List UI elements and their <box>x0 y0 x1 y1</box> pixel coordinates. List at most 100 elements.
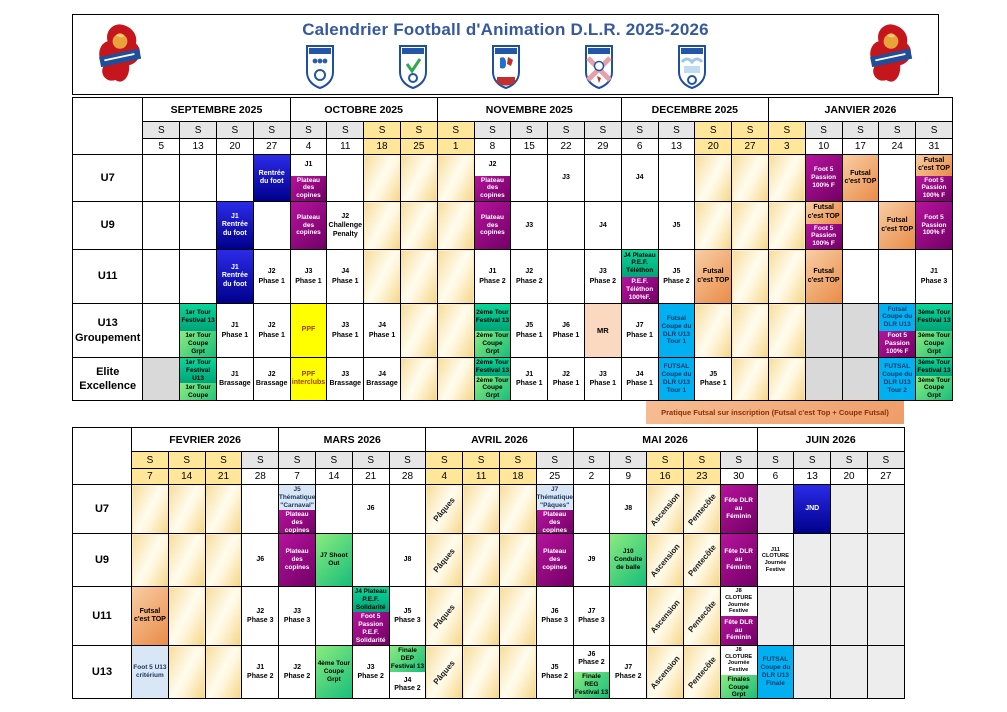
event-label: Futsal c'est TOP <box>879 202 915 249</box>
event-label: J6 Phase 2 <box>574 646 609 672</box>
calendar-cell <box>756 586 795 646</box>
event-label: FUTSAL Coupe du DLR U13 Finale <box>758 646 793 698</box>
event-label: J8 CLOTURE Journée Festive <box>721 646 757 675</box>
weekday-cell: S <box>399 121 438 139</box>
calendar-cell: J6 Phase 3 <box>535 586 574 646</box>
calendar-cell <box>498 586 537 646</box>
calendar-cell: J7 Phase 3 <box>572 586 611 646</box>
date-cell: 2 <box>572 468 611 485</box>
event-label: FUTSAL Coupe du DLR U13 Tour 2 <box>879 358 915 400</box>
event-label: Foot 5 Passion 100% F <box>916 175 952 201</box>
calendar-cell <box>731 357 769 401</box>
calendar-cell: Pâques <box>425 645 464 699</box>
event-label: J2 <box>475 155 510 176</box>
calendar-cell <box>830 586 868 646</box>
date-cell: 9 <box>609 468 648 485</box>
calendar-cell <box>167 533 206 587</box>
calendar-cell: Futsal c'est TOP Foot 5 Passion 100% F <box>915 154 953 202</box>
row-label-u9: U9 <box>72 533 132 587</box>
calendar-cell <box>462 586 500 646</box>
calendar-cell <box>841 303 880 358</box>
calendar-cell <box>436 201 475 250</box>
table-corner <box>72 427 132 485</box>
calendar-cell <box>388 484 427 534</box>
district-crest-logo <box>99 24 142 82</box>
calendar-cell: Ascension <box>646 586 684 646</box>
holiday-label: Pentecôte <box>686 654 718 690</box>
date-cell: 4 <box>425 468 464 485</box>
calendar-cell <box>866 484 905 534</box>
event-label: Plateau des copines <box>537 534 573 586</box>
date-cell: 8 <box>473 138 512 155</box>
date-cell: 13 <box>179 138 217 155</box>
date-cell: 10 <box>804 138 843 155</box>
calendar-cell <box>731 154 769 202</box>
calendar-cell <box>583 154 622 202</box>
calendar-cell <box>609 586 648 646</box>
calendar-cell <box>866 586 905 646</box>
weekday-cell: S <box>866 451 905 469</box>
calendar-cell <box>841 201 880 250</box>
event-label: J4 Plateau P.E.F. Téléthon <box>622 250 658 277</box>
event-label: PPF <box>291 304 326 357</box>
event-label: Plateau des copines <box>291 202 326 249</box>
calendar-cell: J1 Phase 3 <box>915 249 953 304</box>
holiday-label: Ascension <box>648 541 682 579</box>
calendar-cell: J1 Brassage <box>215 357 254 401</box>
calendar-cell: J7 Shoot Out <box>314 533 353 587</box>
calendar-cell <box>204 533 243 587</box>
calendar-cell: J6 <box>241 533 280 587</box>
calendar-table-wrapper-second-half: FEVRIER 2026 MARS 2026 AVRIL 2026 MAI 2026 J… <box>72 427 905 699</box>
row-label-u7: U7 <box>72 484 132 534</box>
date-cell: 30 <box>719 468 758 485</box>
weekday-cell: S <box>572 451 611 469</box>
calendar-cell: Fête DLR au Féminin <box>719 533 758 587</box>
calendar-cell <box>756 484 795 534</box>
calendar-cell <box>351 533 390 587</box>
calendar-cell <box>793 586 832 646</box>
calendar-cell <box>767 357 806 401</box>
weekday-cell: S <box>535 451 574 469</box>
calendar-cell: J3 <box>510 201 549 250</box>
weekday-cell: S <box>682 451 721 469</box>
event-label: Finale DEP Festival 13 <box>390 646 425 672</box>
calendar-cell <box>142 201 181 250</box>
calendar-cell: Ascension <box>646 484 684 534</box>
calendar-cell <box>841 357 880 401</box>
calendar-cell <box>793 533 832 587</box>
event-label: Foot 5 Passion 100% F <box>806 155 842 201</box>
calendar-cell: J2 Phase 3 <box>241 586 280 646</box>
calendar-cell: PPF <box>289 303 328 358</box>
event-label: MR <box>585 304 621 357</box>
calendar-cell: J4 <box>620 154 659 202</box>
event-label: J5 Thématique "Carnaval" <box>278 485 316 511</box>
holiday-label: Pâques <box>431 658 457 686</box>
calendar-cell: 3ème Tour Festival 13 3ème Tour Coupe Grp… <box>915 303 953 358</box>
event-label: 2ème Tour Festival 13 <box>475 304 510 331</box>
weekday-cell: S <box>767 121 806 139</box>
holiday-label: Pâques <box>431 546 457 574</box>
date-cell: 27 <box>252 138 291 155</box>
calendar-cell: Pentecôte <box>682 586 721 646</box>
calendar-cell: Ascension <box>646 645 684 699</box>
date-cell: 18 <box>498 468 537 485</box>
weekday-cell: S <box>314 451 353 469</box>
calendar-cell <box>142 249 181 304</box>
calendar-cell <box>131 533 169 587</box>
calendar-cell: Futsal c'est TOP <box>878 201 917 250</box>
calendar-cell <box>498 533 537 587</box>
calendar-cell <box>167 645 206 699</box>
calendar-cell <box>399 303 438 358</box>
row-label-u11: U11 <box>72 586 132 646</box>
calendar-cell <box>731 249 769 304</box>
calendar-cell: 2ème Tour Festival 13 2ème Tour Coupe Grp… <box>473 303 512 358</box>
calendar-cell <box>399 357 438 401</box>
weekday-cell: S <box>878 121 917 139</box>
calendar-cell <box>241 484 280 534</box>
calendar-cell <box>131 484 169 534</box>
month-header: MAI 2026 <box>572 427 758 452</box>
date-cell: 27 <box>866 468 905 485</box>
calendar-cell <box>878 249 917 304</box>
calendar-cell <box>399 249 438 304</box>
date-cell: 21 <box>204 468 243 485</box>
